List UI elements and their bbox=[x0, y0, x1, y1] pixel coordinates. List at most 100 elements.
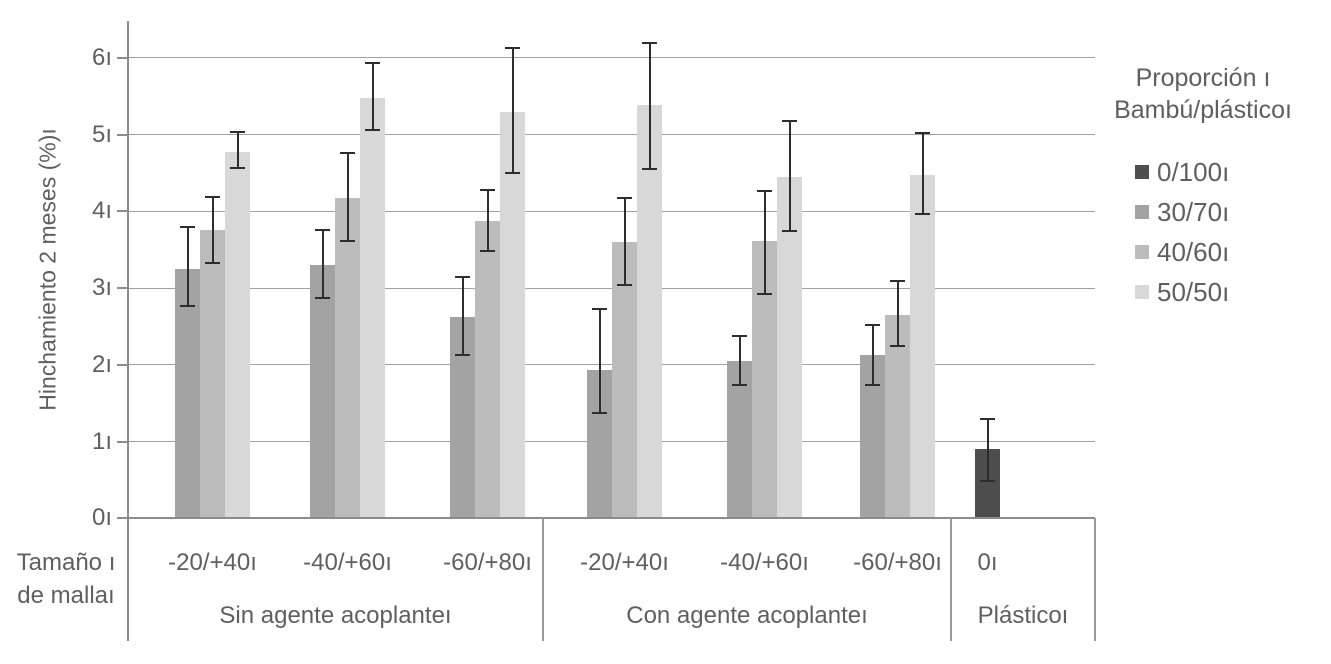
error-bar-cap-bottom bbox=[732, 383, 747, 386]
error-bar-line bbox=[598, 308, 601, 414]
error-bar-line bbox=[371, 63, 374, 131]
error-bar-cap-bottom bbox=[782, 230, 797, 233]
error-bar-cap-top bbox=[340, 152, 355, 155]
bar bbox=[360, 97, 385, 519]
error-bar-cap-bottom bbox=[205, 261, 220, 264]
bar bbox=[225, 151, 250, 519]
x-axis-line bbox=[128, 517, 1095, 520]
y-tick-label: 1ı bbox=[91, 427, 112, 455]
x-axis-title-line2: de mallaı bbox=[17, 582, 115, 609]
error-bar-line bbox=[738, 336, 741, 385]
error-bar-cap-bottom bbox=[340, 240, 355, 243]
y-tick-label: 5ı bbox=[91, 120, 112, 148]
y-axis-tick bbox=[117, 287, 128, 290]
section-label: Sin agente acoplanteı bbox=[219, 602, 452, 629]
y-axis-tick bbox=[117, 517, 128, 520]
bar bbox=[777, 176, 802, 519]
error-bar-cap-top bbox=[782, 119, 797, 122]
gridline bbox=[128, 364, 1095, 366]
error-bar-cap-top bbox=[365, 62, 380, 65]
error-bar-cap-bottom bbox=[315, 297, 330, 300]
error-bar-cap-bottom bbox=[865, 383, 880, 386]
error-bar-cap-top bbox=[180, 225, 195, 228]
legend-entry-label: 0/100ı bbox=[1157, 157, 1230, 187]
bar bbox=[310, 265, 335, 519]
mesh-size-label: -40/+60ı bbox=[720, 549, 809, 576]
y-tick-label: 6ı bbox=[91, 43, 112, 71]
error-bar-cap-bottom bbox=[455, 353, 470, 356]
y-tick-label: 0ı bbox=[91, 504, 112, 532]
error-bar-line bbox=[511, 48, 514, 174]
legend-entry: 50/50ı bbox=[1098, 277, 1308, 307]
bar bbox=[200, 229, 225, 519]
y-axis-tick bbox=[117, 210, 128, 213]
section-label: Con agente acoplanteı bbox=[626, 602, 868, 629]
legend-entry: 30/70ı bbox=[1098, 197, 1308, 227]
x-axis-title-line1: Tamaño ı bbox=[16, 549, 116, 576]
legend-entry: 0/100ı bbox=[1098, 157, 1308, 187]
bar bbox=[612, 242, 637, 519]
section-label: Plásticoı bbox=[977, 602, 1069, 629]
legend-entry: 40/60ı bbox=[1098, 237, 1308, 267]
y-axis-tick bbox=[117, 363, 128, 366]
legend-entry-label: 40/60ı bbox=[1157, 237, 1230, 267]
error-bar-cap-top bbox=[315, 228, 330, 231]
mesh-size-label: 0ı bbox=[977, 549, 998, 576]
mesh-size-label: -60/+80ı bbox=[443, 549, 532, 576]
error-bar-line bbox=[788, 120, 791, 232]
error-bar-line bbox=[321, 229, 324, 299]
bar bbox=[885, 314, 910, 519]
x-table-divider bbox=[542, 518, 544, 641]
error-bar-cap-bottom bbox=[592, 412, 607, 415]
error-bar-cap-top bbox=[732, 335, 747, 338]
error-bar-cap-bottom bbox=[505, 172, 520, 175]
error-bar-line bbox=[763, 191, 766, 294]
error-bar-cap-top bbox=[865, 323, 880, 326]
error-bar-line bbox=[461, 276, 464, 355]
error-bar-cap-top bbox=[480, 188, 495, 191]
error-bar-cap-top bbox=[617, 197, 632, 200]
y-axis-tick bbox=[117, 133, 128, 136]
y-tick-label: 3ı bbox=[91, 274, 112, 302]
x-table-divider bbox=[1094, 518, 1096, 641]
mesh-size-label: -20/+40ı bbox=[168, 549, 257, 576]
bar bbox=[335, 198, 360, 519]
error-bar-line bbox=[648, 42, 651, 170]
gridline bbox=[128, 287, 1095, 289]
error-bar-cap-bottom bbox=[480, 250, 495, 253]
mesh-size-label: -60/+80ı bbox=[853, 549, 942, 576]
error-bar-cap-top bbox=[455, 275, 470, 278]
gridline bbox=[128, 134, 1095, 136]
bar bbox=[910, 174, 935, 519]
error-bar-cap-bottom bbox=[757, 292, 772, 295]
error-bar-cap-bottom bbox=[180, 304, 195, 307]
legend-entry-label: 30/70ı bbox=[1157, 197, 1230, 227]
legend-title-line2: Bambú/plásticoı bbox=[1114, 96, 1292, 124]
y-axis-line bbox=[127, 21, 129, 641]
gridline bbox=[128, 57, 1095, 59]
mesh-size-label: -20/+40ı bbox=[580, 549, 669, 576]
error-bar-cap-bottom bbox=[890, 345, 905, 348]
bar bbox=[175, 268, 200, 519]
legend-swatch-icon bbox=[1135, 245, 1149, 259]
error-bar-line bbox=[623, 198, 626, 286]
error-bar-line bbox=[871, 324, 874, 385]
error-bar-cap-top bbox=[642, 41, 657, 44]
y-tick-label: 4ı bbox=[91, 197, 112, 225]
bar bbox=[727, 361, 752, 519]
y-axis-tick bbox=[117, 56, 128, 59]
error-bar-cap-top bbox=[230, 130, 245, 133]
x-axis-title: Tamaño ı de mallaı bbox=[6, 546, 126, 612]
error-bar-cap-top bbox=[592, 307, 607, 310]
error-bar-line bbox=[986, 418, 989, 482]
error-bar-cap-bottom bbox=[365, 129, 380, 132]
legend-swatch-icon bbox=[1135, 165, 1149, 179]
error-bar-line bbox=[486, 189, 489, 252]
bar bbox=[500, 111, 525, 519]
error-bar-cap-bottom bbox=[617, 284, 632, 287]
error-bar-line bbox=[921, 133, 924, 215]
legend-title-line1: Proporción ı bbox=[1135, 64, 1271, 92]
legend-entry-label: 50/50ı bbox=[1157, 277, 1230, 307]
error-bar-cap-bottom bbox=[230, 166, 245, 169]
